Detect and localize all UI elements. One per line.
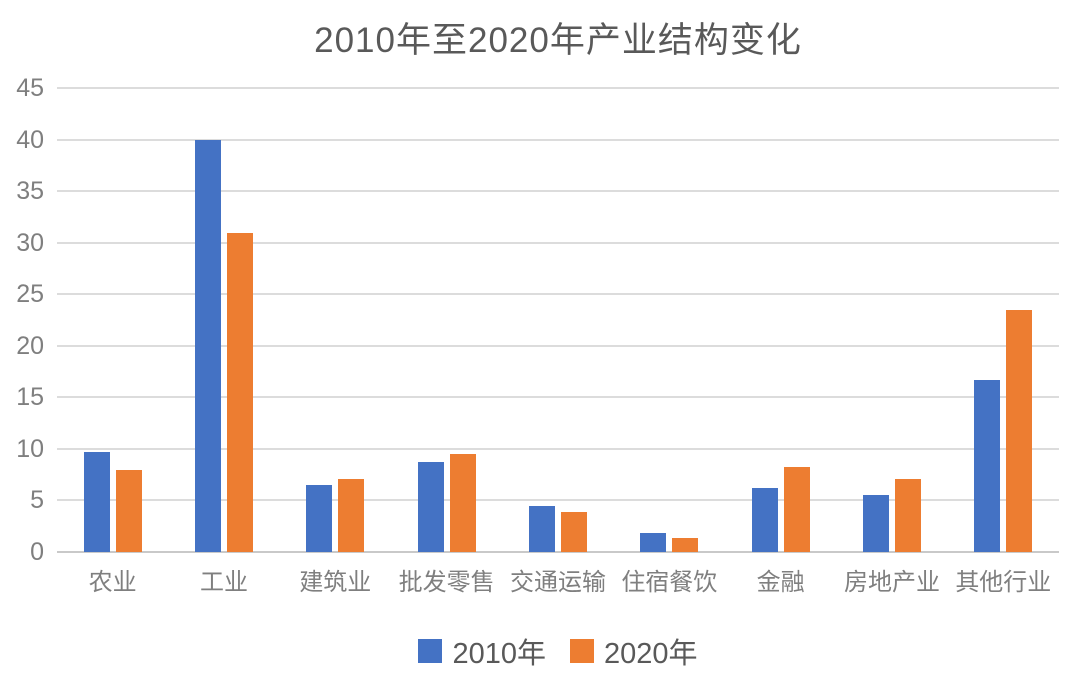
y-tick-label-20: 20: [16, 331, 44, 360]
x-tick-label-2: 建筑业: [299, 569, 372, 596]
bar-series0-cat8: [974, 379, 1001, 552]
bar-series0-cat6: [751, 488, 778, 552]
x-axis: 农业 工业 建筑业 批发零售 交通运输 住宿餐饮 金融 房地产业 其他行业: [57, 562, 1059, 596]
y-tick-label-40: 40: [16, 125, 44, 154]
x-tick-label-5: 住宿餐饮: [621, 569, 718, 596]
y-tick-label-45: 45: [16, 74, 44, 102]
gridline-15: [57, 396, 1059, 399]
gridline-25: [57, 293, 1059, 296]
y-tick-label-0: 0: [30, 538, 44, 566]
x-tick-label-8: 其他行业: [955, 569, 1052, 596]
bar-series0-cat7: [863, 495, 889, 552]
y-tick-label-30: 30: [16, 228, 44, 257]
x-tick-label-6: 金融: [756, 569, 805, 596]
bar-series1-cat0: [115, 469, 142, 552]
bar-series1-cat8: [1006, 309, 1033, 552]
bar-series0-cat0: [83, 451, 110, 552]
x-tick-label-1: 工业: [199, 569, 248, 596]
legend-label-2020: 2020年: [604, 638, 698, 670]
y-tick-label-35: 35: [16, 177, 44, 206]
y-axis: 45 40 35 30 25 20 15 10 5 0: [0, 75, 44, 565]
legend-swatch-2020-icon: [570, 639, 594, 663]
bar-series1-cat7: [895, 478, 921, 552]
x-tick-label-3: 批发零售: [398, 569, 495, 596]
y-tick-label-10: 10: [16, 434, 44, 463]
bar-series1-cat5: [672, 537, 699, 552]
y-tick-label-25: 25: [16, 280, 44, 309]
x-tick-label-4: 交通运输: [509, 569, 606, 596]
x-tick-label-0: 农业: [88, 569, 137, 596]
legend-label-2010: 2010年: [452, 638, 546, 670]
gridline-5: [57, 499, 1059, 502]
legend-swatch-2010-icon: [418, 639, 443, 663]
x-axis-line: [57, 551, 1059, 553]
x-tick-label-7: 房地产业: [843, 569, 940, 596]
legend-item-2010: 2010年: [418, 630, 546, 672]
gridline-45: [57, 87, 1059, 89]
gridline-40: [57, 138, 1059, 141]
bar-series1-cat2: [338, 478, 365, 552]
bar-series0-cat2: [306, 484, 333, 552]
chart-title: 2010年至2020年产业结构变化: [314, 21, 802, 60]
bar-series1-cat3: [449, 454, 476, 552]
bar-series1-cat6: [783, 467, 810, 552]
plot-area: [57, 87, 1059, 553]
bar-series0-cat3: [417, 462, 444, 552]
gridline-20: [57, 344, 1059, 347]
bar-series1-cat4: [561, 511, 587, 552]
legend: 2010年 2020年: [57, 630, 1059, 672]
bar-series0-cat5: [640, 533, 667, 552]
bar-series0-cat1: [195, 139, 221, 552]
gridline-10: [57, 447, 1059, 450]
gridline-30: [57, 241, 1059, 244]
legend-item-2020: 2020年: [570, 630, 698, 672]
y-tick-label-5: 5: [30, 486, 44, 515]
gridline-35: [57, 190, 1059, 193]
bar-series1-cat1: [227, 233, 253, 552]
bar-series0-cat4: [529, 505, 555, 552]
y-tick-label-15: 15: [16, 383, 44, 412]
